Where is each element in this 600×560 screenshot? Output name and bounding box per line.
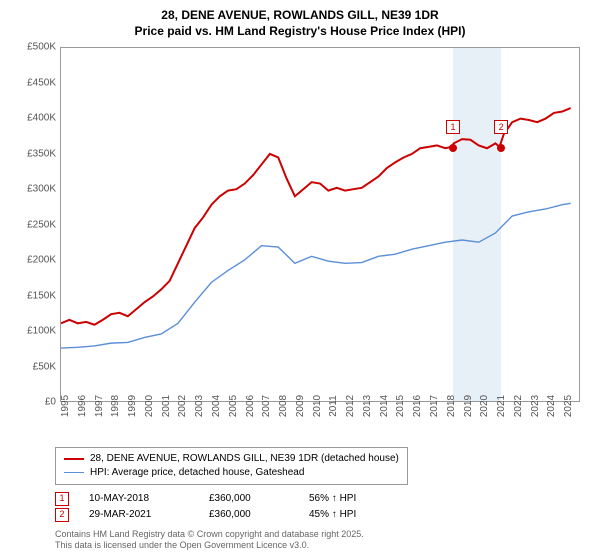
marker-index: 2: [55, 508, 69, 522]
marker-price: £360,000: [209, 507, 289, 523]
legend-swatch: [64, 472, 84, 473]
y-tick-label: £250K: [27, 219, 56, 230]
x-tick-label: 2010: [312, 395, 323, 417]
line-layer: [61, 48, 579, 401]
x-tick-label: 2014: [379, 395, 390, 417]
x-tick-label: 2021: [496, 395, 507, 417]
y-tick-label: £150K: [27, 290, 56, 301]
marker-flag: 2: [494, 120, 508, 134]
y-tick-label: £50K: [33, 361, 56, 372]
title-line1: 28, DENE AVENUE, ROWLANDS GILL, NE39 1DR: [10, 8, 590, 24]
x-tick-label: 2012: [345, 395, 356, 417]
x-tick-label: 2000: [144, 395, 155, 417]
x-tick-label: 2002: [177, 395, 188, 417]
legend-row: HPI: Average price, detached house, Gate…: [64, 466, 399, 480]
marker-point: [497, 144, 505, 152]
marker-delta: 45% ↑ HPI: [309, 507, 356, 523]
y-tick-label: £0: [45, 397, 56, 408]
license-line2: This data is licensed under the Open Gov…: [55, 540, 575, 552]
marker-table: 1 10-MAY-2018 £360,000 56% ↑ HPI 2 29-MA…: [55, 491, 575, 523]
title-line2: Price paid vs. HM Land Registry's House …: [10, 24, 590, 40]
x-tick-label: 1998: [110, 395, 121, 417]
x-tick-label: 2003: [194, 395, 205, 417]
legend-row: 28, DENE AVENUE, ROWLANDS GILL, NE39 1DR…: [64, 452, 399, 466]
license-line1: Contains HM Land Registry data © Crown c…: [55, 529, 575, 541]
y-tick-label: £400K: [27, 113, 56, 124]
x-tick-label: 2007: [261, 395, 272, 417]
root: 28, DENE AVENUE, ROWLANDS GILL, NE39 1DR…: [0, 0, 600, 560]
x-tick-label: 1996: [77, 395, 88, 417]
marker-index: 1: [55, 492, 69, 506]
y-tick-label: £450K: [27, 77, 56, 88]
marker-flag: 1: [446, 120, 460, 134]
marker-table-row: 2 29-MAR-2021 £360,000 45% ↑ HPI: [55, 507, 575, 523]
marker-table-row: 1 10-MAY-2018 £360,000 56% ↑ HPI: [55, 491, 575, 507]
y-tick-label: £350K: [27, 148, 56, 159]
marker-date: 29-MAR-2021: [89, 507, 189, 523]
x-tick-label: 2023: [530, 395, 541, 417]
x-tick-label: 2009: [295, 395, 306, 417]
x-tick-label: 2017: [429, 395, 440, 417]
x-tick-label: 2004: [211, 395, 222, 417]
x-tick-label: 2001: [161, 395, 172, 417]
legend-label: HPI: Average price, detached house, Gate…: [90, 466, 304, 480]
x-tick-label: 2020: [479, 395, 490, 417]
legend: 28, DENE AVENUE, ROWLANDS GILL, NE39 1DR…: [55, 447, 408, 485]
x-tick-label: 2018: [446, 395, 457, 417]
x-tick-label: 2005: [228, 395, 239, 417]
x-tick-label: 2022: [513, 395, 524, 417]
x-tick-label: 1997: [94, 395, 105, 417]
x-tick-label: 2015: [395, 395, 406, 417]
plot-area: 12: [60, 47, 580, 402]
y-tick-label: £100K: [27, 326, 56, 337]
x-tick-label: 2016: [412, 395, 423, 417]
series-price_paid: [61, 108, 571, 325]
legend-label: 28, DENE AVENUE, ROWLANDS GILL, NE39 1DR…: [90, 452, 399, 466]
x-tick-label: 2025: [563, 395, 574, 417]
x-tick-label: 2019: [463, 395, 474, 417]
bottom-block: 28, DENE AVENUE, ROWLANDS GILL, NE39 1DR…: [55, 447, 575, 552]
license-text: Contains HM Land Registry data © Crown c…: [55, 529, 575, 552]
marker-price: £360,000: [209, 491, 289, 507]
x-axis: 1995199619971998199920002001200220032004…: [60, 402, 580, 432]
y-axis: £0£50K£100K£150K£200K£250K£300K£350K£400…: [20, 47, 60, 402]
x-tick-label: 2006: [245, 395, 256, 417]
series-hpi: [61, 204, 571, 349]
x-tick-label: 2011: [328, 395, 339, 417]
x-tick-label: 2024: [546, 395, 557, 417]
marker-delta: 56% ↑ HPI: [309, 491, 356, 507]
chart-title: 28, DENE AVENUE, ROWLANDS GILL, NE39 1DR…: [10, 8, 590, 39]
y-tick-label: £300K: [27, 184, 56, 195]
y-tick-label: £200K: [27, 255, 56, 266]
marker-date: 10-MAY-2018: [89, 491, 189, 507]
x-tick-label: 2008: [278, 395, 289, 417]
legend-swatch: [64, 458, 84, 460]
x-tick-label: 1995: [60, 395, 71, 417]
chart: £0 £50K £100K £150K £200K £250K £300K £350K £400…: [20, 47, 580, 432]
x-tick-label: 2013: [362, 395, 373, 417]
x-tick-label: 1999: [127, 395, 138, 417]
marker-point: [449, 144, 457, 152]
y-tick-label: £500K: [27, 42, 56, 53]
